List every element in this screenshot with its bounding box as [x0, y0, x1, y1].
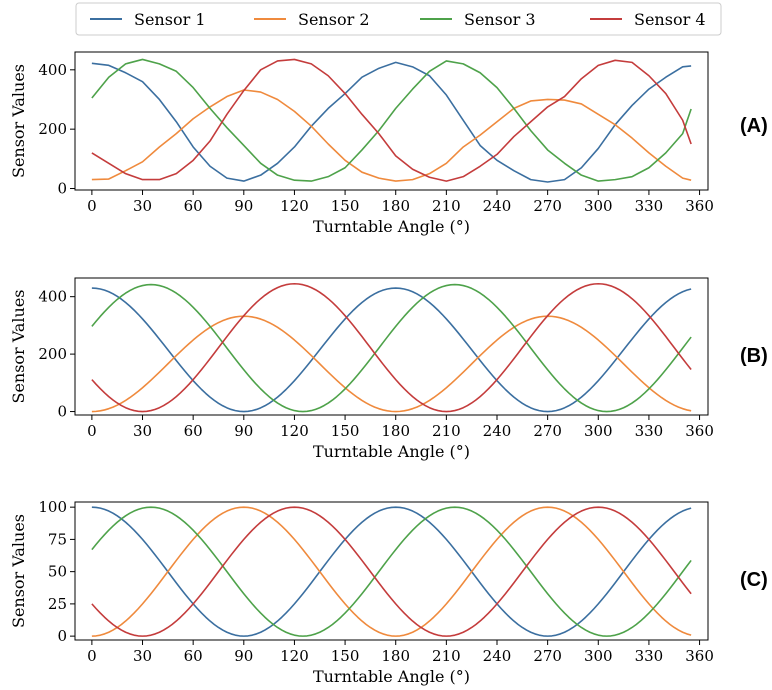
- series-line-sensor-1: [91, 61, 692, 183]
- x-tick-label: 210: [432, 197, 461, 215]
- x-axis-label: Turntable Angle (°): [313, 667, 470, 686]
- plot-frame: [74, 501, 709, 641]
- series-line-sensor-3: [91, 283, 692, 413]
- x-tick-label: 90: [234, 647, 253, 665]
- x-tick-label: 240: [483, 422, 512, 440]
- x-tick-label: 120: [280, 422, 309, 440]
- x-tick-label: 270: [533, 647, 562, 665]
- y-axis-label: Sensor Values: [9, 64, 28, 178]
- y-axis-label: Sensor Values: [9, 289, 28, 403]
- x-tick-label: 90: [234, 422, 253, 440]
- x-tick-label: 120: [280, 197, 309, 215]
- plot-frame: [74, 277, 709, 416]
- x-tick-label: 210: [432, 422, 461, 440]
- series-line-sensor-3: [91, 506, 692, 637]
- x-tick-label: 0: [87, 647, 97, 665]
- panel-label: (A): [740, 115, 768, 137]
- x-tick-label: 360: [685, 197, 714, 215]
- legend-label-2: Sensor 2: [298, 10, 370, 29]
- series-line-sensor-2: [91, 315, 692, 413]
- legend: Sensor 1 Sensor 2 Sensor 3 Sensor 4: [75, 2, 722, 36]
- y-tick-label: 200: [38, 345, 67, 363]
- x-tick-label: 0: [87, 422, 97, 440]
- series-line-sensor-1: [91, 506, 692, 637]
- x-tick-label: 210: [432, 647, 461, 665]
- y-tick-label: 0: [57, 627, 67, 645]
- legend-label-3: Sensor 3: [464, 10, 536, 29]
- x-tick-label: 330: [635, 197, 664, 215]
- panels: 0 30 60 90 120 150 180 210 240 270 300 330 360020040…: [9, 51, 768, 686]
- x-tick-label: 300: [584, 422, 613, 440]
- panel-1: 0 30 60 90 120 150 180 210 240 270 300 330 360 0 200 40…: [9, 51, 768, 236]
- x-axis-label: Turntable Angle (°): [313, 217, 470, 236]
- series-line-sensor-2: [91, 89, 692, 182]
- x-tick-label: 90: [234, 197, 253, 215]
- x-axis-label: Turntable Angle (°): [313, 442, 470, 461]
- series-line-sensor-1: [91, 287, 692, 413]
- x-tick-label: 0: [87, 197, 97, 215]
- x-tick-label: 60: [184, 197, 203, 215]
- x-tick-label: 360: [685, 647, 714, 665]
- x-tick-label: 330: [635, 647, 664, 665]
- x-tick-label: 180: [381, 197, 410, 215]
- x-tick-label: 150: [331, 422, 360, 440]
- y-tick-label: 0: [57, 180, 67, 198]
- series-line-sensor-2: [91, 506, 692, 637]
- x-tick-label: 30: [133, 197, 152, 215]
- y-tick-label: 50: [48, 563, 67, 581]
- x-tick-label: 240: [483, 197, 512, 215]
- x-tick-label: 270: [533, 197, 562, 215]
- series-line-sensor-4: [91, 58, 692, 182]
- legend-label-4: Sensor 4: [634, 10, 706, 29]
- x-tick-label: 120: [280, 647, 309, 665]
- x-tick-label: 150: [331, 197, 360, 215]
- panel-label: (C): [740, 569, 768, 591]
- x-tick-label: 60: [184, 422, 203, 440]
- x-tick-label: 240: [483, 647, 512, 665]
- series-line-sensor-4: [91, 282, 692, 413]
- y-tick-label: 0: [57, 403, 67, 421]
- y-tick-label: 25: [48, 595, 67, 613]
- x-tick-label: 180: [381, 647, 410, 665]
- x-tick-label: 300: [584, 647, 613, 665]
- y-axis-label: Sensor Values: [9, 514, 28, 628]
- x-tick-label: 180: [381, 422, 410, 440]
- legend-frame: [75, 2, 722, 36]
- x-tick-label: 300: [584, 197, 613, 215]
- y-tick-label: 200: [38, 120, 67, 138]
- legend-label-1: Sensor 1: [134, 10, 206, 29]
- x-tick-label: 360: [685, 422, 714, 440]
- x-tick-label: 60: [184, 647, 203, 665]
- series-line-sensor-3: [91, 58, 692, 182]
- y-tick-label: 400: [38, 61, 67, 79]
- x-tick-label: 30: [133, 422, 152, 440]
- panel-label: (B): [740, 345, 768, 367]
- x-tick-label: 150: [331, 647, 360, 665]
- plot-frame: [74, 51, 709, 191]
- y-tick-label: 400: [38, 288, 67, 306]
- x-tick-label: 270: [533, 422, 562, 440]
- panel-3: 0 30 60 90 120 150 180 210 240 270 300 330 360 0 25 50 7…: [9, 498, 768, 686]
- x-tick-label: 330: [635, 422, 664, 440]
- y-tick-label: 100: [38, 498, 67, 516]
- x-tick-label: 30: [133, 647, 152, 665]
- series-line-sensor-4: [91, 506, 692, 637]
- panel-2: 0 30 60 90 120 150 180 210 240 270 300 330 360 0 200 40…: [9, 277, 768, 461]
- y-tick-label: 75: [48, 530, 67, 548]
